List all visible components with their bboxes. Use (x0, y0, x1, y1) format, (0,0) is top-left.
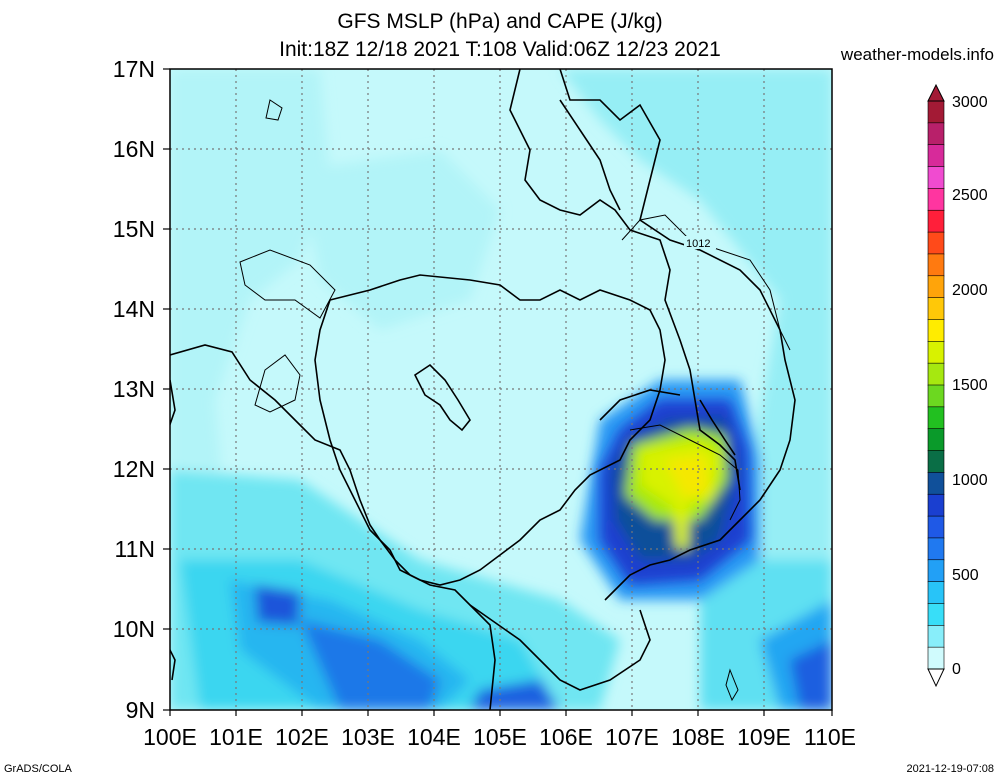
colorbar-label: 1000 (952, 472, 988, 489)
lat-label: 9N (126, 697, 155, 723)
contour-label-bg (684, 236, 716, 249)
colorbar-swatch (927, 515, 945, 539)
colorbar-swatch (927, 144, 945, 168)
lon-label: 110E (804, 724, 856, 750)
colorbar-swatch (927, 493, 945, 517)
colorbar-label: 3000 (952, 94, 988, 111)
chart-subtitle: Init:18Z 12/18 2021 T:108 Valid:06Z 12/2… (279, 38, 721, 61)
colorbar-swatch (927, 362, 945, 386)
lat-label: 10N (113, 616, 155, 642)
colorbar-label: 2000 (952, 282, 988, 299)
software-credit: GrADS/COLA (4, 763, 72, 775)
colorbar-swatch (927, 275, 945, 299)
lon-label: 107E (605, 724, 659, 750)
lat-label: 14N (113, 296, 155, 322)
colorbar-swatch (927, 209, 945, 233)
colorbar-bottom-arrow (927, 668, 945, 688)
colorbar-swatch (927, 428, 945, 452)
latitude-labels: 17N 16N 15N 14N 13N 12N 11N 10N 9N (113, 56, 155, 723)
colorbar-label: 500 (952, 567, 979, 584)
colorbar-swatch (927, 406, 945, 430)
colorbar-swatch (927, 625, 945, 648)
coastlines (170, 69, 796, 710)
colorbar-label: 1500 (952, 377, 988, 394)
colorbar-swatch (927, 341, 945, 364)
lat-label: 17N (113, 56, 155, 82)
colorbar-swatch (927, 472, 945, 495)
colorbar-swatch (927, 384, 945, 408)
colorbar-swatch (927, 231, 945, 255)
colorbar-swatch (927, 166, 945, 189)
colorbar-swatch (927, 537, 945, 561)
lon-label: 102E (275, 724, 329, 750)
lon-label: 106E (539, 724, 593, 750)
lat-label: 12N (113, 456, 155, 482)
colorbar-top-arrow (927, 83, 945, 102)
lon-label: 108E (671, 724, 725, 750)
site-credit: weather-models.info (840, 45, 994, 64)
colorbar-swatch (927, 297, 945, 321)
colorbar-swatch (927, 100, 945, 124)
contour-label: 1012 (686, 238, 710, 250)
lon-label: 101E (209, 724, 263, 750)
lon-label: 105E (473, 724, 527, 750)
lat-label: 11N (115, 536, 156, 562)
lon-label: 103E (341, 724, 395, 750)
colorbar-swatch (927, 122, 945, 146)
colorbar-label: 2500 (952, 187, 988, 204)
chart-title: GFS MSLP (hPa) and CAPE (J/kg) (337, 10, 663, 33)
colorbar-swatch (927, 450, 945, 473)
graticule (170, 69, 832, 710)
cape-field: 1012 (170, 69, 832, 710)
timestamp: 2021-12-19-07:08 (906, 763, 994, 775)
isobars (239, 99, 791, 702)
axis-ticks (163, 68, 833, 716)
lon-label: 109E (737, 724, 791, 750)
lat-label: 15N (113, 216, 155, 242)
colorbar-swatch (927, 253, 945, 277)
lon-label: 104E (407, 724, 461, 750)
colorbar-swatch (927, 319, 945, 342)
colorbar-labels: 3000 2500 2000 1500 1000 500 0 (952, 94, 988, 678)
colorbar-swatch (927, 603, 945, 626)
lat-label: 13N (113, 376, 155, 402)
colorbar-swatch (927, 559, 945, 583)
colorbar-swatch (927, 646, 945, 670)
colorbar-label: 0 (952, 661, 961, 678)
colorbar-swatch (927, 188, 945, 211)
lat-label: 16N (113, 136, 155, 162)
longitude-labels: 100E 101E 102E 103E 104E 105E 106E 107E … (143, 724, 856, 750)
lon-label: 100E (143, 724, 197, 750)
colorbar-swatch (927, 581, 945, 605)
colorbar (927, 100, 945, 670)
